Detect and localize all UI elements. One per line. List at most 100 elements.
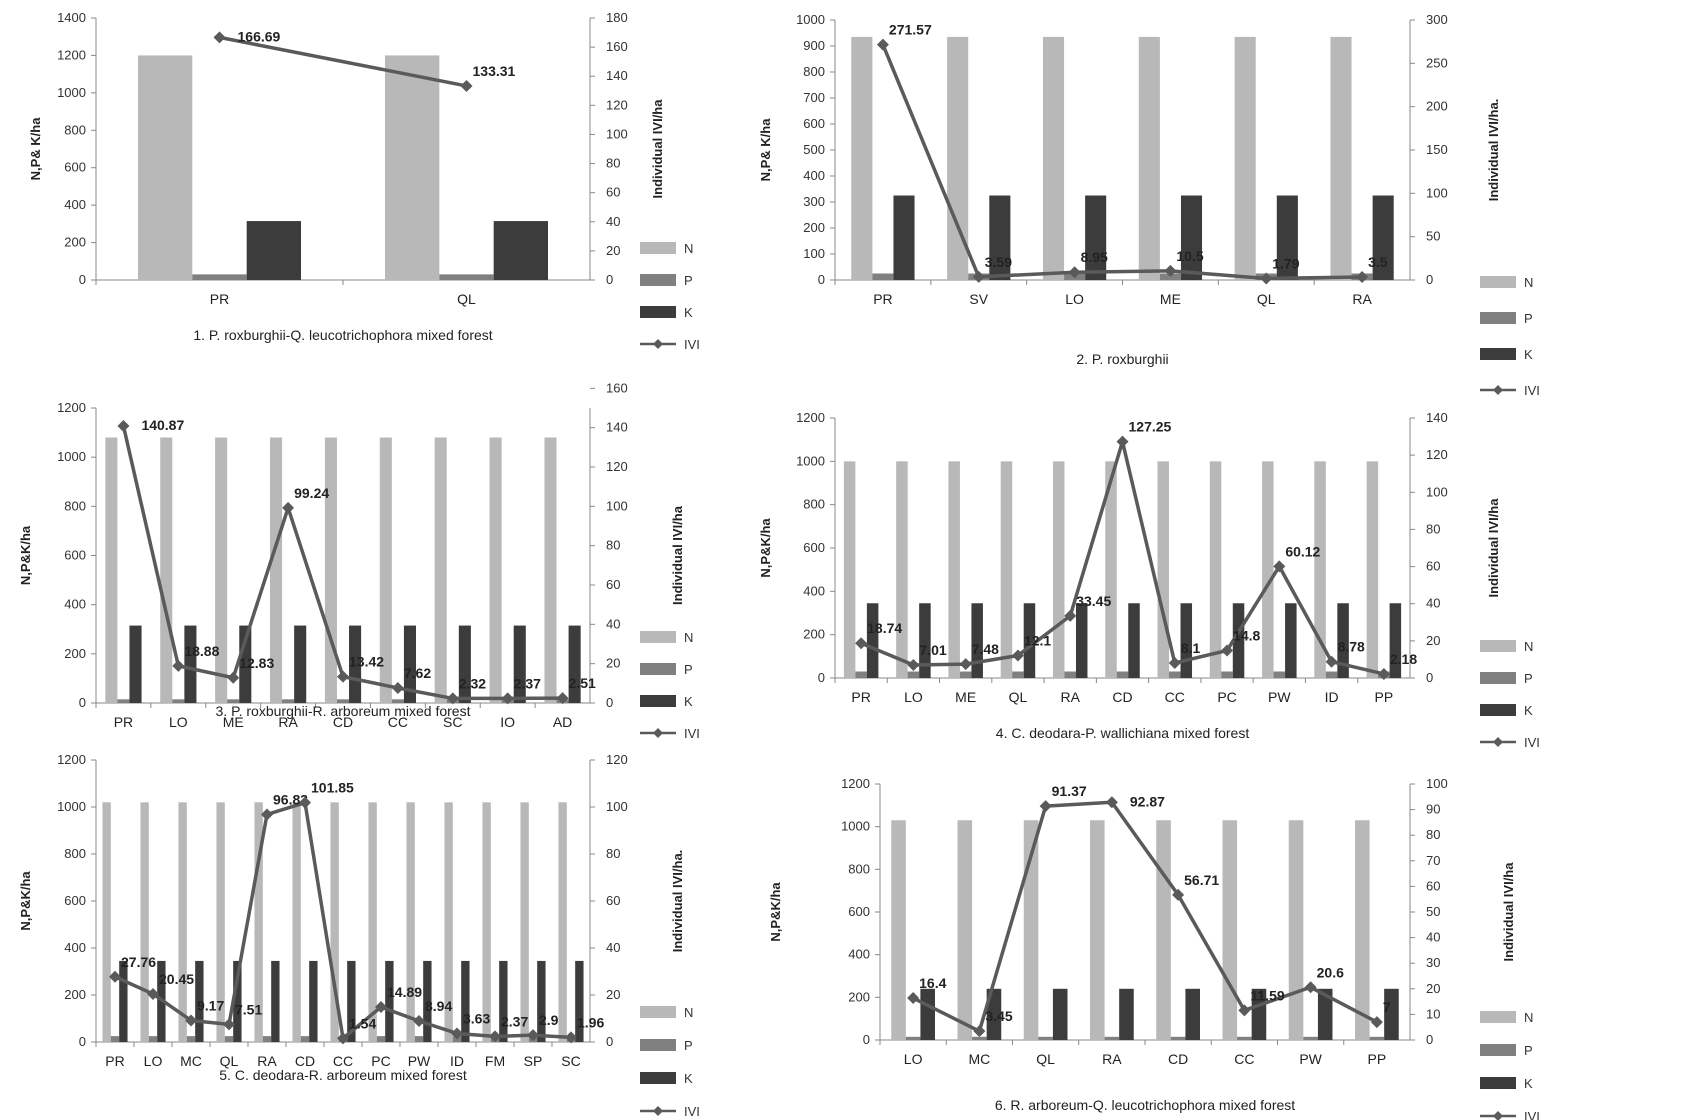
bar-n-cd (1156, 820, 1171, 1040)
legend-label-ivi: IVI (1524, 383, 1540, 398)
ivi-marker-pw (413, 1014, 425, 1027)
right-tick-label: 100 (1426, 185, 1448, 200)
legend-swatch-k (640, 1072, 676, 1084)
ivi-marker-pr (109, 970, 121, 983)
legend-label-p: P (684, 662, 693, 677)
ivi-data-label: 133.31 (473, 63, 516, 79)
legend-swatch-ivi-marker (653, 339, 663, 349)
left-tick-label: 200 (848, 989, 870, 1004)
bar-k-pr (866, 603, 879, 678)
right-tick-label: 120 (606, 459, 628, 474)
left-tick-label: 400 (64, 940, 86, 955)
ivi-data-label: 14.8 (1233, 628, 1260, 644)
right-tick-label: 80 (606, 156, 620, 171)
bar-n-cd (292, 802, 301, 1042)
bar-p-pw (1303, 1036, 1318, 1040)
ivi-marker-mc (973, 1025, 986, 1038)
x-tick-label: AD (553, 714, 572, 730)
ivi-marker-ql (1260, 272, 1273, 285)
x-tick-label: CC (333, 1053, 353, 1069)
x-tick-label: QL (1257, 291, 1276, 307)
legend-swatch-k (1480, 1077, 1516, 1089)
left-tick-label: 800 (64, 846, 86, 861)
ivi-data-label: 7.51 (235, 1001, 262, 1017)
bar-k-fm (499, 960, 508, 1042)
legend-swatch-p (640, 663, 676, 675)
right-tick-label: 80 (606, 538, 620, 553)
left-tick-label: 600 (64, 160, 86, 175)
left-tick-label: 1000 (796, 12, 825, 27)
right-tick-label: 20 (1426, 633, 1440, 648)
bar-k-pw (423, 960, 432, 1042)
left-tick-label: 1000 (796, 453, 825, 468)
left-tick-label: 900 (803, 38, 825, 53)
right-tick-label: 100 (1426, 484, 1448, 499)
bar-n-pw (1262, 461, 1274, 678)
bar-k-pr (129, 625, 142, 703)
ivi-data-label: 2.37 (514, 675, 541, 691)
ivi-marker-sv (972, 270, 985, 283)
bar-k-ql (1276, 195, 1298, 280)
bar-n-id (444, 802, 453, 1042)
x-tick-label: CC (388, 714, 408, 730)
bar-k-ra (271, 960, 280, 1042)
x-tick-label: QL (457, 291, 476, 307)
left-tick-label: 100 (803, 246, 825, 261)
ivi-data-label: 3.45 (985, 1008, 1012, 1024)
x-tick-label: PR (851, 689, 870, 705)
bar-k-sv (989, 195, 1011, 280)
x-tick-label: LO (169, 714, 188, 730)
bar-p-pr (855, 671, 867, 678)
right-tick-label: 10 (1426, 1006, 1440, 1021)
bar-n-ql (1234, 36, 1256, 281)
x-tick-label: QL (1036, 1051, 1055, 1067)
ivi-marker-io (501, 692, 514, 705)
x-tick-label: RA (278, 714, 298, 730)
bar-n-pp (1355, 820, 1370, 1040)
left-tick-label: 300 (803, 194, 825, 209)
ivi-marker-me (227, 671, 240, 684)
x-tick-label: QL (220, 1053, 239, 1069)
ivi-data-label: 8.94 (425, 998, 452, 1014)
bar-p-pr (110, 1036, 120, 1042)
ivi-marker-ra (1064, 609, 1077, 622)
left-tick-label: 200 (64, 646, 86, 661)
legend-swatch-n (640, 242, 676, 254)
ivi-marker-pp (1377, 667, 1390, 680)
ivi-marker-pr (213, 31, 226, 44)
legend-swatch-ivi-marker (653, 1106, 663, 1116)
ivi-marker-pc (375, 1001, 387, 1014)
x-tick-label: RA (1352, 291, 1372, 307)
ivi-data-label: 13.42 (349, 654, 384, 670)
bar-k-mc (986, 988, 1002, 1040)
ivi-marker-ql (223, 1018, 235, 1031)
ivi-marker-me (1164, 264, 1177, 277)
x-tick-label: CD (1168, 1051, 1188, 1067)
bar-p-mc (186, 1036, 196, 1042)
ivi-marker-ra (261, 808, 273, 821)
bar-k-ra (1119, 988, 1134, 1040)
x-tick-label: SC (443, 714, 462, 730)
bar-n-cd (324, 437, 337, 703)
x-tick-label: ME (223, 714, 244, 730)
chart-title: 2. P. roxburghii (1076, 351, 1168, 367)
right-tick-label: 20 (606, 243, 620, 258)
bar-p-ra (1064, 671, 1076, 678)
left-tick-label: 400 (64, 597, 86, 612)
ivi-marker-ra (1105, 796, 1118, 809)
ivi-data-label: 2.32 (459, 675, 486, 691)
x-tick-label: PP (1375, 689, 1394, 705)
ivi-data-label: 10.5 (1176, 248, 1203, 264)
right-tick-label: 120 (606, 752, 628, 767)
left-tick-label: 1000 (841, 819, 870, 834)
right-tick-label: 300 (1426, 12, 1448, 27)
ivi-marker-ql (1011, 649, 1024, 662)
bar-p-ra (1104, 1036, 1120, 1040)
legend-label-ivi: IVI (684, 337, 700, 352)
x-tick-label: CC (1234, 1051, 1254, 1067)
legend-label-k: K (1524, 1076, 1533, 1091)
legend-swatch-n (1480, 640, 1516, 652)
ivi-data-label: 1.54 (349, 1015, 376, 1031)
bar-p-pr (872, 273, 894, 280)
bar-n-pp (1366, 461, 1379, 678)
